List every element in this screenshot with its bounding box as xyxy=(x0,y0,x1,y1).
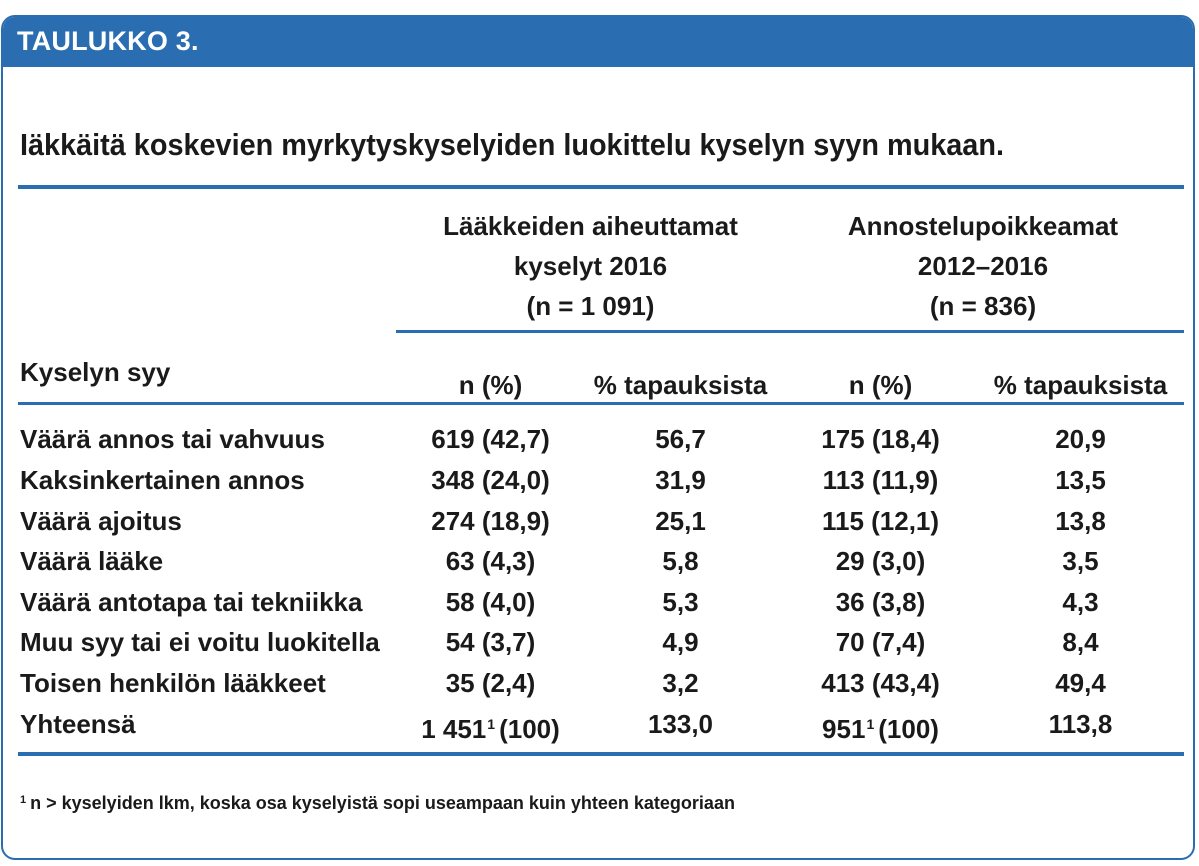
table-row: Muu syy tai ei voitu luokitella 54 (3,7)… xyxy=(3,622,1193,662)
cell-pct-cases-1: 31,9 xyxy=(655,465,706,495)
total-value-1: 1 451 xyxy=(421,714,487,744)
table-row: Väärä lääke 63 (4,3) 5,8 29 (3,0) 3,5 xyxy=(3,541,1193,581)
cell-n-pct-1: 63 (4,3) xyxy=(445,546,536,576)
group1-line1: Lääkkeiden aiheuttamat xyxy=(443,211,738,241)
footnote-marker: 1 xyxy=(866,716,875,732)
table-row: Toisen henkilön lääkkeet 35 (2,4) 3,2 41… xyxy=(3,663,1193,703)
group1-line2: kyselyt 2016 xyxy=(513,251,668,281)
total-n-pct-2: 9511 (100) xyxy=(783,704,978,744)
cell-n-pct-1: 348 (24,0) xyxy=(431,465,550,495)
cell-pct-cases-2: 20,9 xyxy=(1055,424,1106,454)
group2-line3: (n = 836) xyxy=(929,291,1037,321)
table-title: Iäkkäitä koskevien myrkytyskyselyiden lu… xyxy=(20,127,1004,162)
row-label: Väärä annos tai vahvuus xyxy=(20,424,325,454)
cell-n-pct-2: 29 (3,0) xyxy=(835,546,926,576)
table-row: Väärä annos tai vahvuus 619 (42,7) 56,7 … xyxy=(3,419,1193,459)
bottom-rule xyxy=(18,752,1184,756)
footnote-marker: 1 xyxy=(487,716,496,732)
row-label: Väärä lääke xyxy=(20,546,164,576)
cell-pct-cases-2: 3,5 xyxy=(1062,546,1099,576)
cell-n-pct-1: 35 (2,4) xyxy=(445,668,536,698)
row-label: Muu syy tai ei voitu luokitella xyxy=(20,627,380,657)
total-label: Yhteensä xyxy=(20,709,136,739)
cell-pct-cases-2: 49,4 xyxy=(1055,668,1106,698)
row-label: Väärä ajoitus xyxy=(20,506,182,536)
row-label: Kaksinkertainen annos xyxy=(20,465,305,495)
subheader-pct-cases-2: % tapauksista xyxy=(993,370,1168,400)
table-number-label: TAULUKKO 3. xyxy=(17,26,199,56)
cell-n-pct-1: 54 (3,7) xyxy=(445,627,536,657)
cell-n-pct-1: 619 (42,7) xyxy=(431,424,550,454)
cell-pct-cases-1: 4,9 xyxy=(662,627,699,657)
cell-n-pct-2: 113 (11,9) xyxy=(822,465,939,495)
cell-pct-cases-1: 3,2 xyxy=(662,668,699,698)
cell-n-pct-1: 274 (18,9) xyxy=(431,506,550,536)
table-row: Väärä antotapa tai tekniikka 58 (4,0) 5,… xyxy=(3,582,1193,622)
cell-n-pct-2: 36 (3,8) xyxy=(835,587,926,617)
footnote-text: n > kyselyiden lkm, koska osa kyselyistä… xyxy=(30,793,735,813)
cell-pct-cases-2: 4,3 xyxy=(1062,587,1099,617)
row-label: Toisen henkilön lääkkeet xyxy=(20,668,326,698)
subheader-pct-cases-1: % tapauksista xyxy=(593,370,768,400)
cell-n-pct-1: 58 (4,0) xyxy=(445,587,536,617)
total-value-2: 951 xyxy=(822,714,866,744)
footnote-number: 1 xyxy=(20,794,27,806)
card-header-bar: TAULUKKO 3. xyxy=(3,17,1193,67)
cell-pct-cases-2: 13,5 xyxy=(1055,465,1106,495)
cell-pct-cases-1: 56,7 xyxy=(655,424,706,454)
cell-pct-cases-2: 8,4 xyxy=(1062,627,1099,657)
total-pct-2: (100) xyxy=(878,714,939,744)
total-pct-cases-1: 133,0 xyxy=(647,709,714,739)
cell-pct-cases-1: 5,8 xyxy=(662,546,699,576)
cell-n-pct-2: 115 (12,1) xyxy=(821,506,940,536)
total-pct-cases-2: 113,8 xyxy=(1048,709,1113,739)
group2-line1: Annostelupoikkeamat xyxy=(847,211,1119,241)
table-card: TAULUKKO 3. Iäkkäitä koskevien myrkytysk… xyxy=(1,15,1195,860)
table-row: Kaksinkertainen annos 348 (24,0) 31,9 11… xyxy=(3,460,1193,500)
table-row: Väärä ajoitus 274 (18,9) 25,1 115 (12,1)… xyxy=(3,501,1193,541)
top-rule xyxy=(18,185,1184,189)
cell-pct-cases-1: 5,3 xyxy=(662,587,699,617)
row-label: Väärä antotapa tai tekniikka xyxy=(20,587,363,617)
row-header-label: Kyselyn syy xyxy=(20,357,171,387)
total-n-pct-1: 1 4511 (100) xyxy=(398,704,583,744)
total-pct-1: (100) xyxy=(499,714,560,744)
cell-n-pct-2: 70 (7,4) xyxy=(835,627,926,657)
cell-pct-cases-1: 25,1 xyxy=(655,506,706,536)
subheader-n-pct-1: n (%) xyxy=(458,370,523,400)
header-bottom-rule xyxy=(18,402,1184,405)
group1-line3: (n = 1 091) xyxy=(526,291,655,321)
table-total-row: Yhteensä 1 4511 (100) 133,0 9511 (100) 113… xyxy=(3,704,1193,744)
cell-n-pct-2: 175 (18,4) xyxy=(821,424,940,454)
group-header-dosing-errors: Annostelupoikkeamat 2012–2016 (n = 836) xyxy=(783,206,1183,326)
subheader-n-pct-2: n (%) xyxy=(848,370,913,400)
cell-n-pct-2: 413 (43,4) xyxy=(821,668,940,698)
group-rule xyxy=(396,330,1184,333)
group2-line2: 2012–2016 xyxy=(917,251,1049,281)
group-header-drug-inquiries: Lääkkeiden aiheuttamat kyselyt 2016 (n =… xyxy=(398,206,783,326)
cell-pct-cases-2: 13,8 xyxy=(1055,506,1106,536)
